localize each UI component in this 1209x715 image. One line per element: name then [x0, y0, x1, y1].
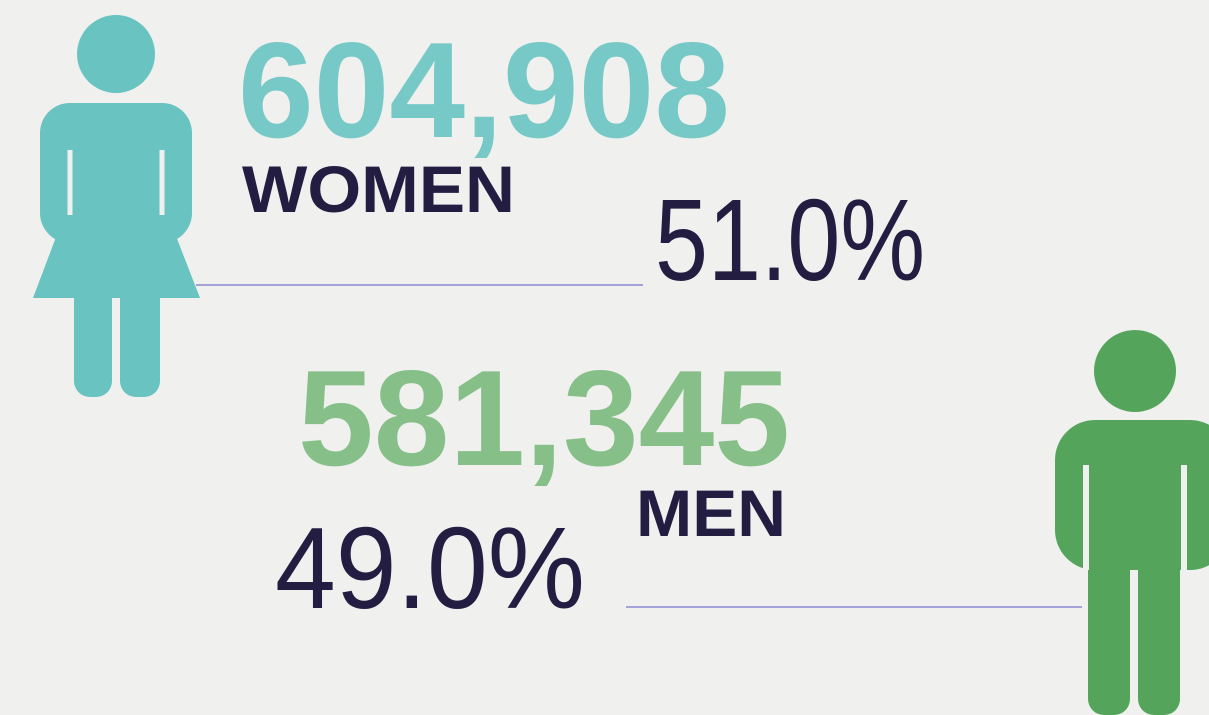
women-label: WOMEN	[242, 152, 515, 226]
man-arm-gaps	[1083, 465, 1187, 570]
men-count: 581,345	[298, 342, 790, 494]
woman-icon	[33, 15, 200, 397]
men-percent: 49.0%	[275, 503, 585, 633]
men-label: MEN	[636, 476, 786, 550]
women-percent: 51.0%	[655, 175, 925, 305]
man-icon	[1055, 330, 1209, 715]
women-count: 604,908	[238, 14, 730, 166]
woman-arm-gaps	[67, 150, 165, 215]
